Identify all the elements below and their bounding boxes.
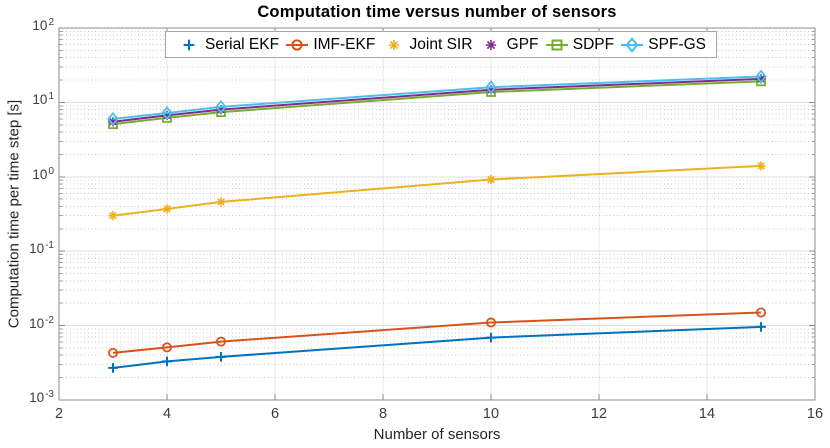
tick-marks [58, 27, 816, 401]
data-point-marker [215, 336, 226, 347]
data-point-marker [162, 110, 172, 120]
chart-title: Computation time versus number of sensor… [257, 3, 617, 21]
sdpf-marker-icon [545, 39, 568, 50]
imf-ekf-marker-icon [286, 38, 309, 51]
x-tick-label: 4 [162, 406, 172, 422]
legend-label: Joint SIR [409, 35, 473, 53]
serial-ekf-marker-icon [183, 39, 195, 50]
legend-item-gpf: GPF [478, 36, 539, 54]
data-point-marker [108, 347, 119, 358]
legend-item-spf-gs: SPF-GS [619, 36, 706, 54]
gpf-marker-icon [485, 39, 496, 50]
legend-item-imf-ekf: IMF-EKF [284, 36, 375, 54]
data-point-marker [291, 38, 303, 51]
data-point-marker [755, 69, 767, 84]
series-joint-sir [108, 161, 766, 221]
data-point-marker [108, 117, 118, 127]
legend: Serial EKF IMF-EKF Joint SIR GPF SDPF SPF-GS [165, 31, 717, 58]
legend-label: IMF-EKF [313, 35, 376, 53]
legend-item-joint-sir: Joint SIR [381, 35, 473, 54]
data-point-marker [216, 197, 226, 207]
legend-label: Serial EKF [205, 35, 280, 53]
x-tick-label: 12 [590, 406, 608, 422]
data-point-marker [162, 356, 172, 367]
data-point-marker [485, 80, 497, 95]
data-point-marker [486, 85, 496, 95]
x-tick-label: 10 [482, 406, 500, 422]
x-axis-label: Number of sensors [373, 426, 501, 443]
data-point-marker [162, 204, 172, 214]
data-point-marker [108, 211, 118, 221]
spf-gs-marker-icon [621, 36, 644, 53]
legend-item-serial-ekf: Serial EKF [176, 36, 279, 54]
data-point-marker [107, 111, 119, 126]
data-point-marker [485, 39, 496, 50]
x-tick-label: 16 [806, 406, 824, 422]
y-tick-label: 102 [32, 17, 54, 33]
data-point-marker [161, 342, 172, 353]
axes-box [58, 27, 816, 401]
legend-label: GPF [506, 35, 539, 53]
data-point-marker [756, 161, 766, 171]
series-spf-gs [107, 69, 767, 126]
data-point-marker [485, 317, 496, 328]
data-point-marker [108, 363, 118, 373]
joint-sir-marker-icon [388, 39, 399, 50]
series-gpf [108, 74, 766, 127]
y-tick-label: 10-3 [29, 389, 54, 405]
x-tick-label: 2 [54, 406, 64, 422]
legend-item-sdpf: SDPF [544, 36, 614, 54]
y-tick-label: 10-2 [29, 314, 54, 331]
y-tick-label: 101 [32, 91, 54, 108]
data-point-marker [216, 352, 226, 362]
data-point-marker [756, 74, 766, 84]
data-point-marker [756, 322, 766, 332]
data-point-marker [388, 39, 399, 50]
series-serial-ekf [108, 322, 766, 373]
data-point-marker [551, 39, 563, 50]
x-tick-label: 6 [270, 406, 280, 422]
legend-label: SDPF [572, 35, 615, 53]
x-tick-label: 14 [698, 406, 716, 422]
data-point-marker [486, 332, 496, 343]
data-point-marker [625, 36, 639, 53]
data-point-marker [756, 307, 767, 318]
data-point-marker [215, 99, 227, 114]
series-imf-ekf [108, 307, 767, 358]
data-point-marker [183, 39, 195, 50]
x-tick-label: 8 [378, 406, 388, 422]
y-axis-label: Computation time per time step [s] [5, 99, 23, 329]
y-tick-label: 10-1 [29, 240, 54, 257]
legend-label: SPF-GS [648, 35, 706, 53]
y-tick-label: 100 [32, 165, 54, 182]
data-point-marker [216, 105, 226, 115]
data-point-marker [486, 174, 496, 185]
data-point-marker [161, 105, 173, 121]
